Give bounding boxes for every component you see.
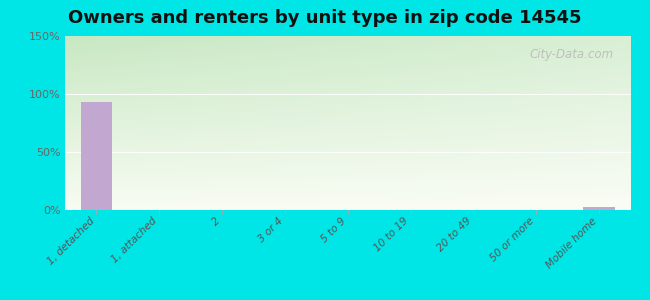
Bar — [584, 206, 615, 210]
Bar — [81, 102, 112, 210]
Text: Owners and renters by unit type in zip code 14545: Owners and renters by unit type in zip c… — [68, 9, 582, 27]
Text: City-Data.com: City-Data.com — [529, 48, 614, 61]
